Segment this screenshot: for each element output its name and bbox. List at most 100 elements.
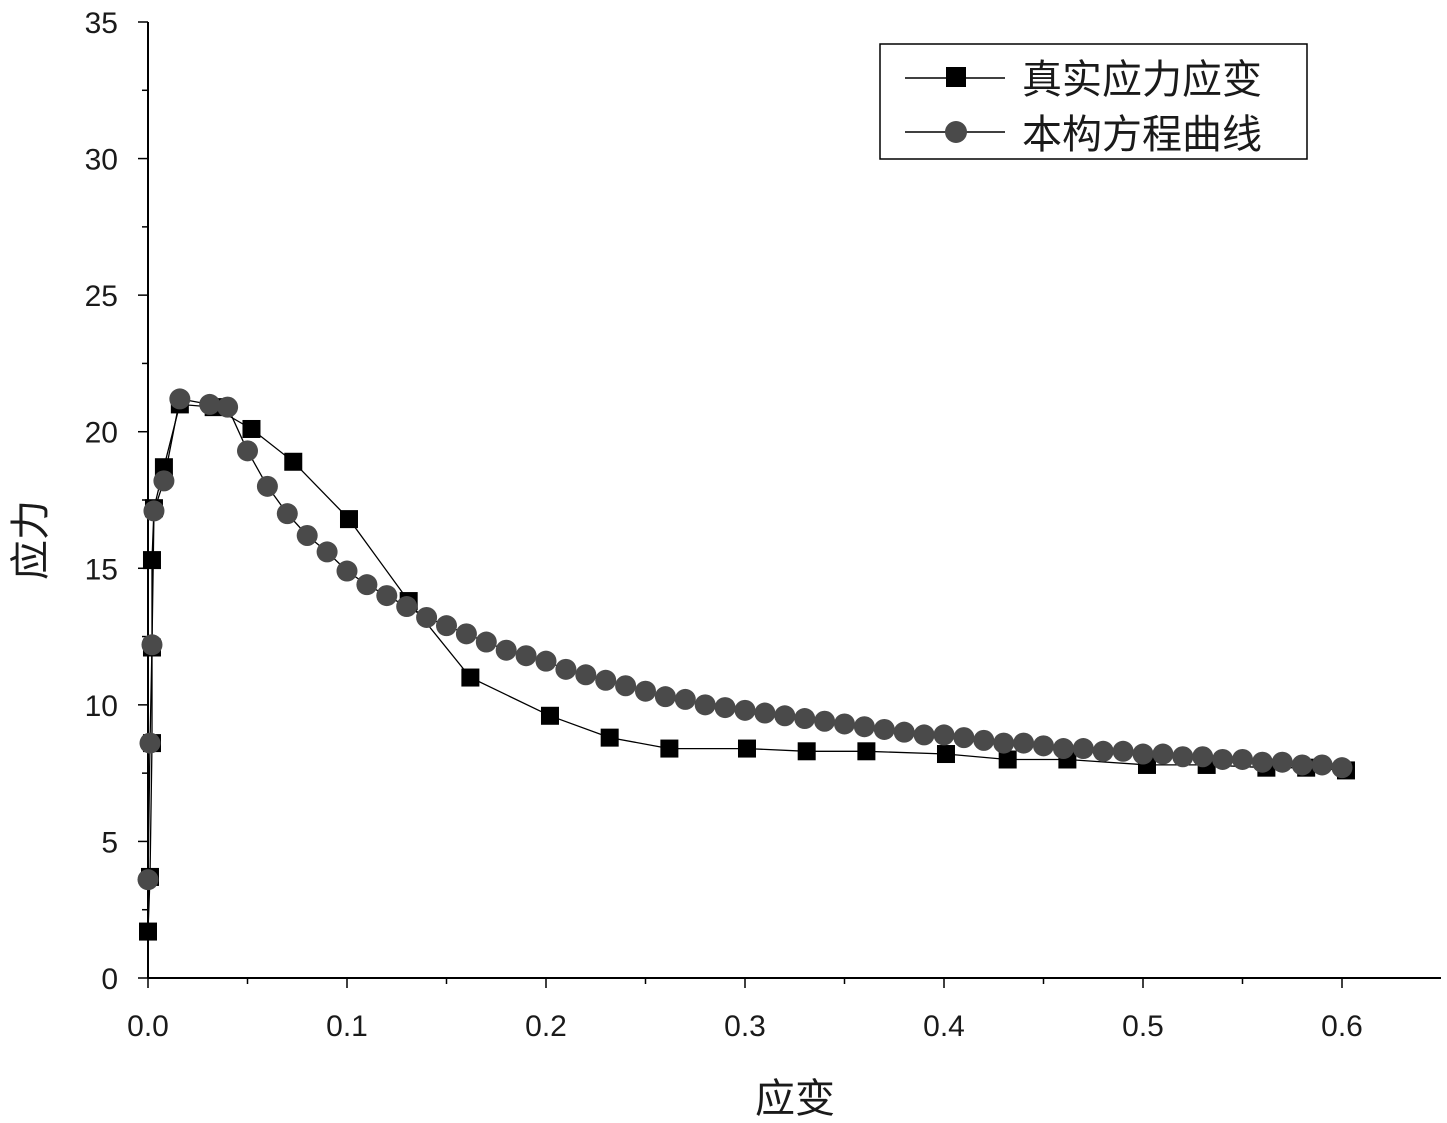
data-point-circle xyxy=(536,651,557,672)
data-point-square xyxy=(738,740,756,758)
data-point-circle xyxy=(1093,741,1114,762)
data-point-circle xyxy=(1133,744,1154,765)
data-point-square xyxy=(857,742,875,760)
y-tick-label: 5 xyxy=(101,826,118,859)
data-point-circle xyxy=(575,664,596,685)
series-2 xyxy=(138,388,1353,890)
data-point-circle xyxy=(695,694,716,715)
data-point-circle xyxy=(337,561,358,582)
data-point-circle xyxy=(1113,741,1134,762)
data-point-circle xyxy=(735,700,756,721)
data-point-circle xyxy=(1152,744,1173,765)
series-line xyxy=(148,404,1346,931)
data-point-circle xyxy=(655,686,676,707)
data-point-circle xyxy=(153,470,174,491)
legend: 真实应力应变 本构方程曲线 xyxy=(880,44,1307,159)
data-point-circle xyxy=(199,394,220,415)
data-point-circle xyxy=(774,705,795,726)
data-point-circle xyxy=(1033,735,1054,756)
data-point-square xyxy=(340,510,358,528)
data-point-circle xyxy=(1013,733,1034,754)
data-point-square xyxy=(461,669,479,687)
legend-label-series-1: 真实应力应变 xyxy=(1022,57,1262,103)
data-point-square xyxy=(798,742,816,760)
series-1 xyxy=(139,395,1355,940)
data-point-circle xyxy=(169,388,190,409)
y-tick-label: 25 xyxy=(85,280,118,313)
data-point-circle xyxy=(436,615,457,636)
data-point-circle xyxy=(1272,752,1293,773)
data-point-circle xyxy=(973,730,994,751)
data-point-circle xyxy=(1192,746,1213,767)
y-tick-label: 30 xyxy=(85,144,118,177)
data-point-circle xyxy=(317,541,338,562)
x-axis-title: 应变 xyxy=(755,1076,835,1122)
legend-label-series-2: 本构方程曲线 xyxy=(1022,112,1262,158)
y-axis-title: 应力 xyxy=(8,500,54,580)
data-point-circle xyxy=(138,869,159,890)
data-point-square xyxy=(242,420,260,438)
data-point-square xyxy=(139,923,157,941)
data-point-circle xyxy=(914,724,935,745)
y-tick-label: 15 xyxy=(85,553,118,586)
y-tick-label: 0 xyxy=(101,963,118,996)
data-point-circle xyxy=(1312,754,1333,775)
data-point-circle xyxy=(1252,752,1273,773)
data-point-circle xyxy=(615,675,636,696)
legend-marker-square xyxy=(946,67,966,87)
data-point-circle xyxy=(595,670,616,691)
data-point-circle xyxy=(356,574,377,595)
data-point-circle xyxy=(854,716,875,737)
data-point-square xyxy=(143,551,161,569)
data-point-square xyxy=(541,707,559,725)
data-point-circle xyxy=(874,719,895,740)
data-point-square xyxy=(601,729,619,747)
x-tick-label: 0.0 xyxy=(127,1010,169,1043)
series-line xyxy=(148,399,1342,880)
x-tick-label: 0.4 xyxy=(923,1010,965,1043)
data-point-circle xyxy=(555,659,576,680)
x-tick-label: 0.3 xyxy=(724,1010,766,1043)
data-point-circle xyxy=(993,733,1014,754)
x-tick-label: 0.2 xyxy=(525,1010,567,1043)
legend-marker-circle xyxy=(945,121,967,143)
data-point-circle xyxy=(237,440,258,461)
data-point-circle xyxy=(297,525,318,546)
data-point-circle xyxy=(675,689,696,710)
data-point-circle xyxy=(1232,749,1253,770)
data-point-circle xyxy=(1212,749,1233,770)
data-point-circle xyxy=(217,397,238,418)
data-point-circle xyxy=(953,727,974,748)
data-point-circle xyxy=(934,724,955,745)
data-point-circle xyxy=(476,632,497,653)
data-point-circle xyxy=(416,607,437,628)
data-point-circle xyxy=(834,713,855,734)
data-point-circle xyxy=(754,703,775,724)
y-ticks: 0 5 10 15 20 25 30 35 xyxy=(85,7,148,996)
data-point-circle xyxy=(814,711,835,732)
data-point-circle xyxy=(139,733,160,754)
data-point-circle xyxy=(1053,738,1074,759)
data-point-square xyxy=(660,740,678,758)
data-point-square xyxy=(937,745,955,763)
data-point-circle xyxy=(1332,757,1353,778)
x-tick-label: 0.5 xyxy=(1122,1010,1164,1043)
x-tick-label: 0.6 xyxy=(1321,1010,1363,1043)
y-tick-label: 20 xyxy=(85,417,118,450)
data-point-circle xyxy=(715,697,736,718)
y-tick-label: 35 xyxy=(85,7,118,40)
x-ticks: 0.00.10.20.30.40.50.6 xyxy=(127,978,1363,1043)
y-tick-label: 10 xyxy=(85,690,118,723)
data-point-circle xyxy=(1292,754,1313,775)
data-point-circle xyxy=(376,585,397,606)
data-point-circle xyxy=(894,722,915,743)
data-point-circle xyxy=(794,708,815,729)
data-point-circle xyxy=(277,503,298,524)
data-point-circle xyxy=(396,596,417,617)
series-layer xyxy=(138,388,1355,940)
data-point-circle xyxy=(1073,738,1094,759)
data-point-circle xyxy=(456,623,477,644)
data-point-square xyxy=(284,453,302,471)
